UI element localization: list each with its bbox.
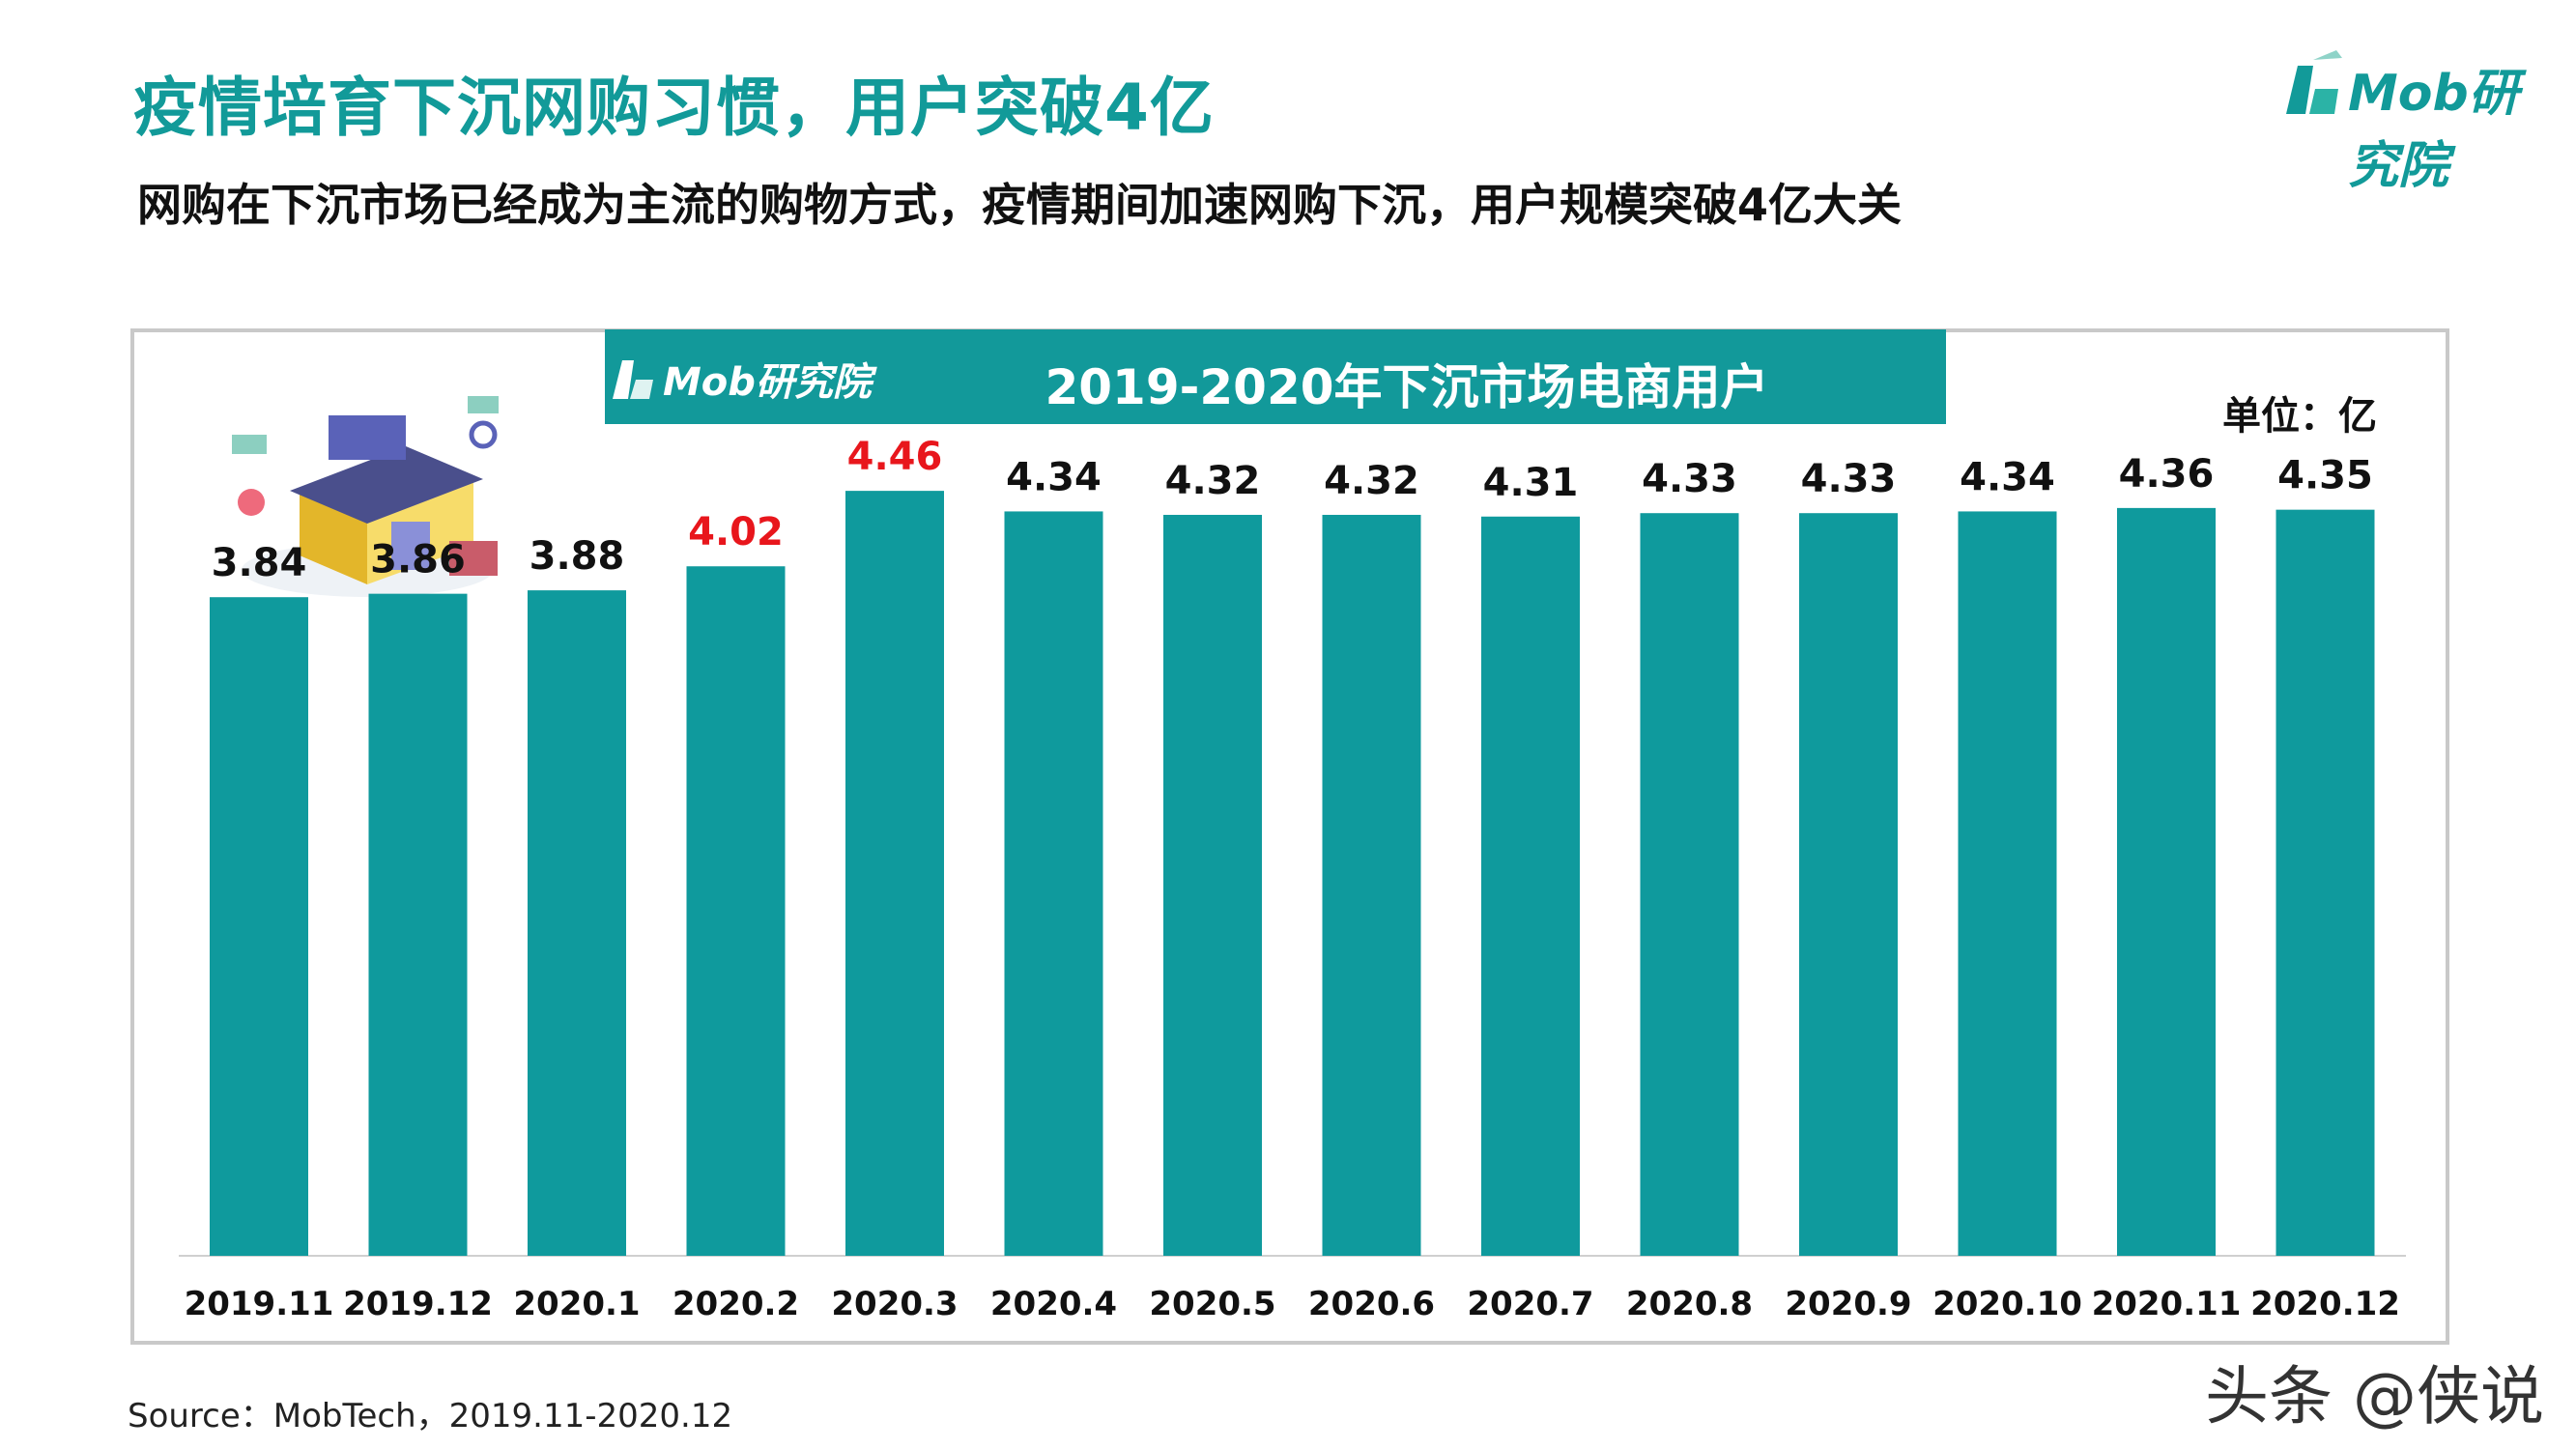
tick-label-2020.5: 2020.5 bbox=[1149, 1285, 1275, 1323]
bar-2020.8 bbox=[1640, 513, 1739, 1256]
value-label-2020.5: 4.32 bbox=[1165, 459, 1261, 503]
bar-2019.11 bbox=[210, 597, 308, 1256]
bar-2020.10 bbox=[1958, 511, 2057, 1256]
value-label-2019.11: 3.84 bbox=[212, 541, 307, 585]
page-title: 疫情培育下沉网购习惯，用户突破4亿 bbox=[133, 71, 1215, 145]
bar-2020.3 bbox=[845, 491, 944, 1256]
value-label-2020.1: 3.88 bbox=[530, 534, 625, 579]
bar-2020.1 bbox=[528, 590, 626, 1256]
value-label-2019.12: 3.86 bbox=[370, 538, 466, 582]
value-label-2020.3: 4.46 bbox=[847, 435, 943, 479]
tick-label-2020.9: 2020.9 bbox=[1785, 1285, 1911, 1323]
unit-label: 单位：亿 bbox=[2222, 394, 2377, 439]
value-label-2020.4: 4.34 bbox=[1006, 455, 1102, 499]
value-label-2020.2: 4.02 bbox=[688, 510, 784, 554]
tick-label-2019.12: 2019.12 bbox=[343, 1285, 493, 1323]
tick-label-2020.11: 2020.11 bbox=[2092, 1285, 2242, 1323]
mob-logo-icon bbox=[2286, 50, 2342, 114]
brand-logo: Mob研究院 bbox=[2280, 46, 2561, 195]
value-label-2020.7: 4.31 bbox=[1483, 461, 1579, 505]
chart-frame bbox=[130, 328, 2449, 1345]
tick-label-2020.2: 2020.2 bbox=[673, 1285, 799, 1323]
value-label-2020.6: 4.32 bbox=[1324, 459, 1419, 503]
value-label-2020.8: 4.33 bbox=[1642, 457, 1737, 501]
tick-label-2019.11: 2019.11 bbox=[185, 1285, 334, 1323]
page-subtitle: 网购在下沉市场已经成为主流的购物方式，疫情期间加速网购下沉，用户规模突破4亿大关 bbox=[137, 179, 1903, 231]
tick-label-2020.1: 2020.1 bbox=[513, 1285, 640, 1323]
bar-2020.12 bbox=[2275, 509, 2375, 1256]
bar-2020.7 bbox=[1481, 516, 1580, 1256]
value-label-2020.10: 4.34 bbox=[1960, 455, 2055, 499]
watermark-tag: 头条 @侠说 bbox=[2205, 1359, 2544, 1434]
bar-2020.2 bbox=[686, 566, 786, 1256]
banner-brand: Mob研究院 bbox=[663, 360, 872, 405]
tick-label-2020.10: 2020.10 bbox=[1932, 1285, 2082, 1323]
bar-2019.12 bbox=[368, 593, 468, 1256]
chart-banner: Mob研究院 2019-2020年下沉市场电商用户规模 bbox=[605, 329, 1946, 485]
value-label-2020.12: 4.35 bbox=[2277, 454, 2373, 498]
bar-2020.5 bbox=[1163, 514, 1262, 1256]
chart-title: 2019-2020年下沉市场电商用户规模 bbox=[1045, 359, 1769, 485]
tick-label-2020.8: 2020.8 bbox=[1626, 1285, 1753, 1323]
tick-label-2020.7: 2020.7 bbox=[1467, 1285, 1593, 1323]
bar-2020.6 bbox=[1322, 514, 1421, 1256]
bar-2020.4 bbox=[1004, 511, 1103, 1256]
value-label-2020.9: 4.33 bbox=[1801, 457, 1897, 501]
tick-label-2020.4: 2020.4 bbox=[990, 1285, 1117, 1323]
source-note: Source：MobTech，2019.11-2020.12 bbox=[128, 1397, 733, 1435]
bar-2020.11 bbox=[2117, 507, 2216, 1256]
tick-label-2020.6: 2020.6 bbox=[1308, 1285, 1435, 1323]
value-label-2020.11: 4.36 bbox=[2119, 452, 2215, 497]
bar-2020.9 bbox=[1799, 513, 1898, 1256]
tick-label-2020.12: 2020.12 bbox=[2250, 1285, 2400, 1323]
banner-logo-icon bbox=[613, 360, 653, 399]
tick-label-2020.3: 2020.3 bbox=[831, 1285, 958, 1323]
brand-name: Mob研究院 bbox=[2348, 65, 2519, 195]
shop-illustration-icon bbox=[232, 396, 499, 597]
